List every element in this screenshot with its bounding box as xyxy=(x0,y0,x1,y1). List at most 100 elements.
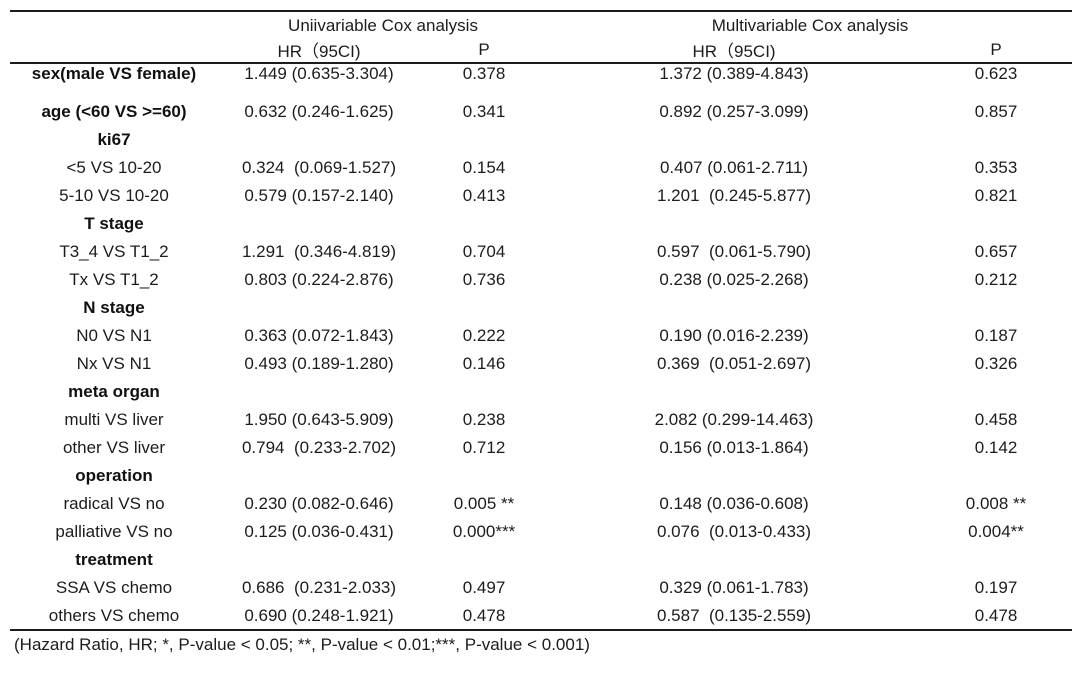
uni-hr-cell: 0.230 (0.082-0.646) xyxy=(244,494,394,513)
uni-hr-cell: 0.125 (0.036-0.431) xyxy=(244,522,394,541)
uni-hr-cell xyxy=(218,462,420,490)
table-row: Tx VS T1_2 0.803 (0.224-2.876) 0.736 0.238 … xyxy=(10,266,1072,294)
univariable-group-header: Uniivariable Cox analysis xyxy=(288,16,478,35)
row-label: Nx VS N1 xyxy=(76,354,152,373)
row-label: age (<60 VS >=60) xyxy=(41,102,187,121)
uni-hr-cell xyxy=(218,126,420,154)
uni-hr-cell xyxy=(218,294,420,322)
multi-hr-cell: 0.156 (0.013-1.864) xyxy=(659,438,809,457)
uni-p-cell: 0.154 xyxy=(462,158,506,177)
multi-hr-cell xyxy=(548,126,920,154)
uni-hr-cell: 1.950 (0.643-5.909) xyxy=(244,410,394,429)
multi-p-cell xyxy=(920,294,1072,322)
column-header-row: HR（95CI) P HR（95CI) P xyxy=(10,37,1072,63)
multi-hr-cell xyxy=(548,546,920,574)
multi-p-cell: 0.004** xyxy=(968,522,1024,541)
multi-p-cell: 0.623 xyxy=(974,64,1018,83)
uni-p-cell: 0.378 xyxy=(462,64,506,83)
multi-hr-cell: 0.892 (0.257-3.099) xyxy=(659,102,809,121)
multi-p-cell: 0.657 xyxy=(974,242,1018,261)
multi-p-cell: 0.857 xyxy=(974,102,1018,121)
row-label: T3_4 VS T1_2 xyxy=(59,242,169,261)
multi-hr-column-header: HR（95CI) xyxy=(692,42,776,61)
multi-p-cell xyxy=(920,210,1072,238)
uni-p-cell xyxy=(420,210,548,238)
row-label: N stage xyxy=(83,298,145,317)
table-row: sex(male VS female) 1.449 (0.635-3.304) 0.… xyxy=(10,63,1072,98)
uni-hr-cell: 1.449 (0.635-3.304) xyxy=(244,64,394,83)
multi-p-cell: 0.008 ** xyxy=(965,494,1027,513)
uni-p-cell: 0.497 xyxy=(462,578,506,597)
table-header: Uniivariable Cox analysis Multivariable … xyxy=(10,11,1073,63)
table-row: radical VS no 0.230 (0.082-0.646) 0.005 **… xyxy=(10,490,1072,518)
table-row: 5-10 VS 10-20 0.579 (0.157-2.140) 0.413 1.2… xyxy=(10,182,1072,210)
multi-hr-cell xyxy=(548,210,920,238)
cox-analysis-table: Uniivariable Cox analysis Multivariable … xyxy=(10,10,1073,631)
multi-p-cell: 0.821 xyxy=(974,186,1018,205)
uni-p-cell: 0.000*** xyxy=(452,522,516,541)
multi-p-cell xyxy=(920,462,1072,490)
multi-hr-cell: 0.329 (0.061-1.783) xyxy=(659,578,809,597)
uni-p-cell xyxy=(420,294,548,322)
uni-p-cell: 0.478 xyxy=(462,605,506,625)
row-label: palliative VS no xyxy=(55,522,173,541)
row-label: meta organ xyxy=(68,382,160,401)
table-row: SSA VS chemo 0.686 (0.231-2.033) 0.497 0.32… xyxy=(10,574,1072,602)
uni-hr-cell: 0.686 (0.231-2.033) xyxy=(241,578,397,597)
table-footnote: (Hazard Ratio, HR; *, P-value < 0.05; **… xyxy=(14,635,590,654)
table-row: T stage xyxy=(10,210,1072,238)
table-row: operation xyxy=(10,462,1072,490)
multi-hr-cell: 0.190 (0.016-2.239) xyxy=(659,326,809,345)
multi-p-column-header: P xyxy=(990,39,1002,59)
uni-hr-cell: 0.493 (0.189-1.280) xyxy=(244,354,394,373)
multi-p-cell: 0.458 xyxy=(974,410,1018,429)
multi-hr-cell xyxy=(548,378,920,406)
row-label: others VS chemo xyxy=(48,605,180,625)
multi-hr-cell: 0.587 (0.135-2.559) xyxy=(656,605,812,625)
row-label: 5-10 VS 10-20 xyxy=(59,186,169,205)
uni-p-cell: 0.238 xyxy=(462,410,506,429)
uni-p-cell: 0.005 ** xyxy=(453,494,515,513)
uni-p-cell: 0.712 xyxy=(462,438,506,457)
table-row: others VS chemo 0.690 (0.248-1.921) 0.478 0… xyxy=(10,602,1072,630)
uni-p-cell xyxy=(420,462,548,490)
multi-hr-cell: 0.238 (0.025-2.268) xyxy=(659,270,809,289)
multi-hr-cell: 0.407 (0.061-2.711) xyxy=(659,158,809,177)
multi-p-cell: 0.326 xyxy=(974,354,1018,373)
table-row: ki67 xyxy=(10,126,1072,154)
table-row: T3_4 VS T1_2 1.291 (0.346-4.819) 0.704 0.59… xyxy=(10,238,1072,266)
row-label: N0 VS N1 xyxy=(76,326,152,345)
table-row: <5 VS 10-20 0.324 (0.069-1.527) 0.154 0.407… xyxy=(10,154,1072,182)
multi-hr-cell: 0.148 (0.036-0.608) xyxy=(659,494,809,513)
empty-header-cell xyxy=(10,11,218,37)
table-row: age (<60 VS >=60) 0.632 (0.246-1.625) 0.34… xyxy=(10,98,1072,126)
uni-hr-cell: 0.579 (0.157-2.140) xyxy=(244,186,394,205)
table-row: meta organ xyxy=(10,378,1072,406)
multi-hr-cell xyxy=(548,462,920,490)
multi-hr-cell: 2.082 (0.299-14.463) xyxy=(654,410,814,429)
row-label: operation xyxy=(75,466,153,485)
row-label: multi VS liver xyxy=(64,410,164,429)
table-row: Nx VS N1 0.493 (0.189-1.280) 0.146 0.369 (0… xyxy=(10,350,1072,378)
row-label: T stage xyxy=(84,214,144,233)
table-body: sex(male VS female) 1.449 (0.635-3.304) 0.… xyxy=(10,63,1073,630)
row-label: Tx VS T1_2 xyxy=(69,270,159,289)
row-label: ki67 xyxy=(97,130,131,149)
multi-hr-cell: 0.369 (0.051-2.697) xyxy=(656,354,812,373)
multi-p-cell xyxy=(920,546,1072,574)
uni-p-cell: 0.341 xyxy=(462,102,506,121)
cox-analysis-figure: Uniivariable Cox analysis Multivariable … xyxy=(10,10,1073,654)
table-row: palliative VS no 0.125 (0.036-0.431) 0.000… xyxy=(10,518,1072,546)
multi-p-cell: 0.353 xyxy=(974,158,1018,177)
uni-hr-cell: 0.324 (0.069-1.527) xyxy=(241,158,397,177)
uni-hr-cell: 0.690 (0.248-1.921) xyxy=(244,605,394,625)
uni-p-cell xyxy=(420,126,548,154)
multi-hr-cell: 0.597 (0.061-5.790) xyxy=(656,242,812,261)
multi-p-cell: 0.212 xyxy=(974,270,1018,289)
multi-p-cell xyxy=(920,126,1072,154)
multi-p-cell: 0.478 xyxy=(974,605,1018,625)
uni-p-cell: 0.736 xyxy=(462,270,506,289)
row-label: sex(male VS female) xyxy=(31,64,197,83)
multi-p-cell: 0.197 xyxy=(974,578,1018,597)
row-label: SSA VS chemo xyxy=(55,578,173,597)
